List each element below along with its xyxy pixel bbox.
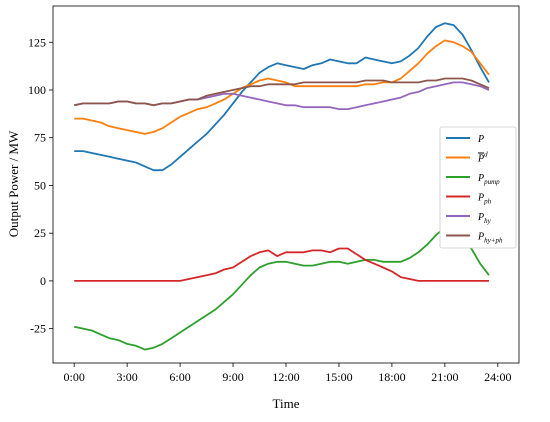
series-line-2: [74, 226, 490, 351]
series-line-3: [74, 247, 489, 282]
x-tick-label: 18:00: [378, 370, 405, 384]
y-tick-label: 50: [34, 178, 46, 192]
y-tick-label: 75: [34, 131, 46, 145]
legend: P Pd Ppump Pph Phy Phy+ph: [439, 126, 517, 249]
y-tick-label: -25: [30, 322, 46, 336]
y-tick-label: 25: [34, 226, 46, 240]
x-axis: 0:00 3:00 6:00 9:00 12:00 15:00 18:00 21:00 24:0…: [64, 363, 511, 384]
x-tick-label: 21:00: [431, 370, 458, 384]
y-tick-label: 100: [28, 83, 46, 97]
series-line-1: [74, 39, 490, 135]
y-axis: -25 0 25 50 75 100 125: [28, 35, 53, 336]
legend-label: Pd: [477, 151, 488, 165]
series-line-5: [74, 77, 490, 107]
series-layer: [74, 22, 490, 351]
series-line-0: [74, 22, 490, 172]
y-axis-title: Output Power / MW: [6, 130, 21, 237]
legend-label: Phy+ph: [477, 232, 503, 245]
legend-label: P: [477, 134, 484, 145]
x-tick-label: 15:00: [325, 370, 352, 384]
x-axis-title: Time: [273, 396, 300, 411]
x-tick-label: 12:00: [272, 370, 299, 384]
x-tick-label: 9:00: [222, 370, 243, 384]
x-tick-label: 0:00: [64, 370, 85, 384]
legend-label: Ppump: [477, 173, 500, 186]
legend-label: Phy: [477, 212, 492, 225]
legend-label: Pph: [477, 193, 492, 206]
x-tick-label: 6:00: [169, 370, 190, 384]
x-tick-label: 3:00: [116, 370, 137, 384]
x-tick-label: 24:00: [484, 370, 511, 384]
y-tick-label: 0: [40, 274, 46, 288]
y-tick-label: 125: [28, 35, 46, 49]
legend-box: [439, 126, 517, 249]
